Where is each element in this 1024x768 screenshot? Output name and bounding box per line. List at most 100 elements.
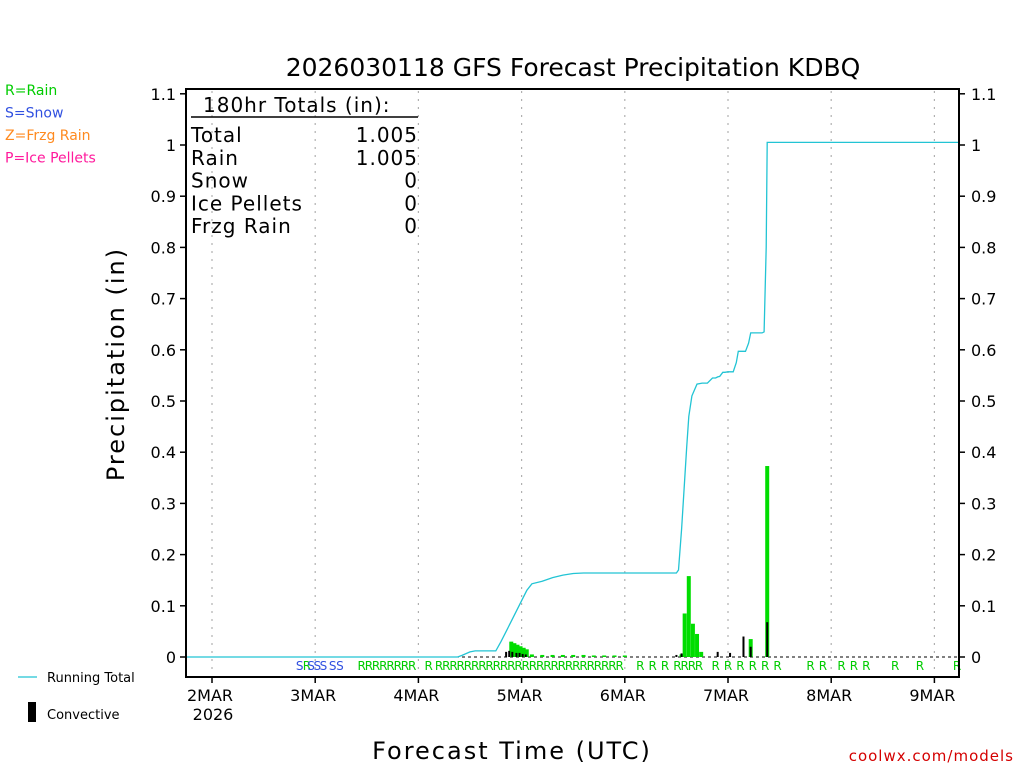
y-tick-label-left-3: 0.3 <box>151 494 176 513</box>
precip-type-marker-59: R <box>862 659 870 673</box>
precip-type-marker-35: R <box>572 659 580 673</box>
convective-bar-0 <box>505 651 508 657</box>
convective-bar-10 <box>729 652 732 657</box>
series-legend: Running Total Convective <box>18 671 135 723</box>
y-tick-label-right-11: 1.1 <box>971 85 996 104</box>
y-axis-ticks: 0 00.1 0.10.2 0.20.3 0.30.4 0.40.5 0.50.6 0.60.… <box>151 85 997 667</box>
y-tick-label-left-2: 0.2 <box>151 546 176 565</box>
precip-type-marker-9: R <box>372 659 380 673</box>
precip-type-marker-7: R <box>357 659 365 673</box>
plot-frame <box>185 88 960 678</box>
convective-bar-4 <box>518 652 521 657</box>
rain-bar-3 <box>518 646 523 657</box>
precip-type-marker-43: R <box>648 659 656 673</box>
y-tick-label-right-7: 0.7 <box>971 290 996 309</box>
y-tick-label-left-11: 1.1 <box>151 85 176 104</box>
precip-type-marker-33: R <box>558 659 566 673</box>
rain-bar-10 <box>571 654 576 657</box>
precip-type-marker-54: R <box>773 659 781 673</box>
type-legend-0: R=Rain <box>5 83 57 99</box>
chart-title: 2026030118 GFS Forecast Precipitation KD… <box>286 53 861 82</box>
convective-bars <box>505 622 769 657</box>
y-tick-label-right-3: 0.3 <box>971 494 996 513</box>
precip-type-marker-36: R <box>579 659 587 673</box>
credit-text: coolwx.com/models <box>849 747 1014 765</box>
x-tick-sublabel-0: 2026 <box>193 705 234 724</box>
precip-type-marker-23: R <box>485 659 493 673</box>
rain-bar-17 <box>682 613 687 657</box>
y-tick-label-right-6: 0.6 <box>971 341 996 360</box>
precip-type-marker-49: R <box>711 659 719 673</box>
convective-bar-3 <box>515 652 518 657</box>
precip-type-marker-10: R <box>379 659 387 673</box>
convective-bar-6 <box>524 654 527 657</box>
rain-bar-5 <box>524 649 529 657</box>
totals-label-4: Frzg Rain <box>191 214 292 238</box>
precip-type-marker-15: R <box>425 659 433 673</box>
y-tick-label-right-8: 0.8 <box>971 238 996 257</box>
rain-bar-23 <box>765 466 770 657</box>
rain-bar-14 <box>612 655 617 657</box>
precip-type-marker-4: S <box>320 659 328 673</box>
precip-type-marker-12: R <box>394 659 402 673</box>
x-tick-label-6: 8MAR <box>806 686 852 705</box>
precip-type-marker-0: S <box>296 659 304 673</box>
y-tick-label-left-6: 0.6 <box>151 341 176 360</box>
precip-type-marker-44: R <box>661 659 669 673</box>
y-tick-label-left-10: 1 <box>166 136 176 155</box>
y-tick-label-left-5: 0.5 <box>151 392 176 411</box>
precip-type-marker-1: R <box>303 659 311 673</box>
rain-bar-18 <box>686 576 691 657</box>
precip-type-marker-26: R <box>507 659 515 673</box>
convective-bar-7 <box>675 654 678 657</box>
precip-type-marker-25: R <box>500 659 508 673</box>
y-tick-label-right-1: 0.1 <box>971 597 996 616</box>
rain-bar-1 <box>512 643 517 657</box>
rain-bar-9 <box>560 654 565 657</box>
convective-bar-12 <box>749 646 752 657</box>
y-tick-label-right-2: 0.2 <box>971 546 996 565</box>
rain-bars <box>509 466 770 657</box>
rain-bar-13 <box>602 655 607 657</box>
rain-bar-6 <box>529 654 534 657</box>
precip-type-marker-62: R <box>953 659 961 673</box>
precip-type-marker-48: R <box>695 659 703 673</box>
precip-type-marker-22: R <box>478 659 486 673</box>
totals-label-0: Total <box>190 123 243 147</box>
x-tick-label-4: 6MAR <box>600 686 646 705</box>
x-tick-label-7: 9MAR <box>909 686 955 705</box>
y-tick-label-right-5: 0.5 <box>971 392 996 411</box>
x-tick-label-0: 2MAR <box>187 686 233 705</box>
precip-type-marker-39: R <box>601 659 609 673</box>
precip-type-marker-14: R <box>408 659 416 673</box>
precip-type-marker-11: R <box>386 659 394 673</box>
precip-type-legend: R=Rain S=Snow Z=Frzg Rain P=Ice Pellets <box>5 83 96 167</box>
precip-type-marker-18: R <box>449 659 457 673</box>
convective-bar-9 <box>716 651 719 657</box>
precip-type-marker-16: R <box>435 659 443 673</box>
convective-legend-swatch <box>28 702 36 722</box>
convective-bar-8 <box>680 653 683 657</box>
precip-type-marker-28: R <box>522 659 530 673</box>
precip-type-marker-50: R <box>724 659 732 673</box>
totals-value-4: 0 <box>404 214 418 238</box>
precip-type-marker-38: R <box>594 659 602 673</box>
precip-type-marker-41: R <box>615 659 623 673</box>
x-tick-label-2: 4MAR <box>393 686 439 705</box>
precip-type-marker-51: R <box>736 659 744 673</box>
convective-bar-1 <box>508 650 511 657</box>
precip-type-marker-5: S <box>329 659 337 673</box>
precip-type-marker-27: R <box>514 659 522 673</box>
y-tick-label-left-0: 0 <box>166 648 176 667</box>
y-tick-label-right-4: 0.4 <box>971 443 996 462</box>
precip-type-marker-29: R <box>529 659 537 673</box>
rain-bar-20 <box>695 633 700 657</box>
precip-type-marker-20: R <box>464 659 472 673</box>
x-axis-title: Forecast Time (UTC) <box>372 737 652 765</box>
rain-bar-7 <box>540 654 545 657</box>
precip-type-marker-40: R <box>608 659 616 673</box>
type-legend-1: S=Snow <box>5 106 63 122</box>
